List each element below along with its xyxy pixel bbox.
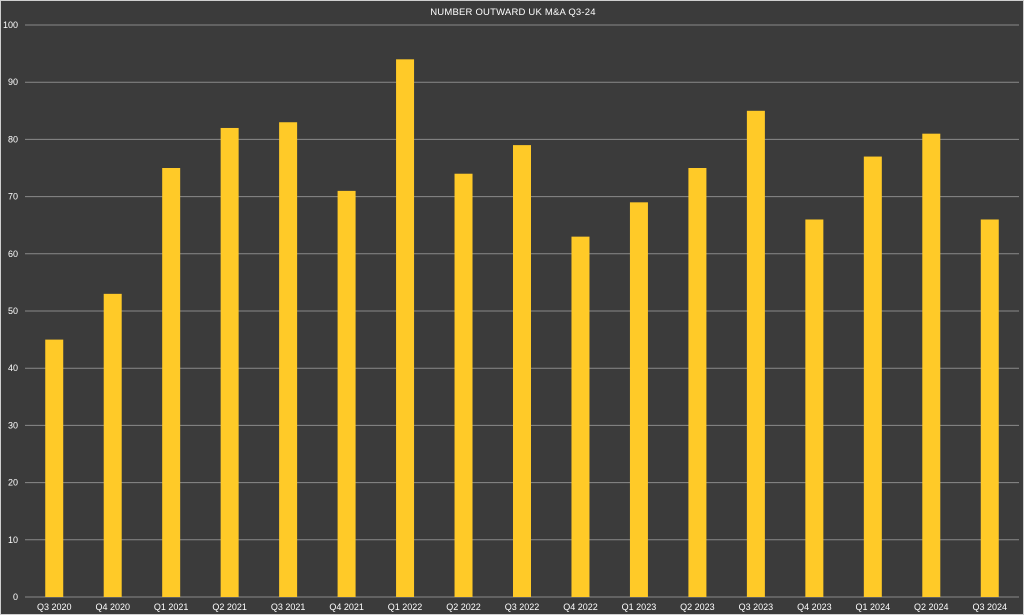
bar-q4-2020 (103, 293, 122, 597)
x-tick-label: Q2 2024 (914, 602, 949, 612)
bar-q3-2022 (513, 145, 531, 597)
x-tick-label: Q1 2023 (622, 602, 657, 612)
bar-q2-2023 (688, 168, 707, 597)
bar-q1-2023 (629, 202, 648, 597)
y-tick-label: 10 (8, 535, 18, 545)
y-tick-label: 100 (3, 20, 18, 30)
y-tick-label: 50 (8, 306, 18, 316)
x-tick-label: Q4 2023 (797, 602, 832, 612)
bars (45, 59, 999, 598)
x-tick-label: Q4 2022 (563, 602, 598, 612)
y-tick-label: 90 (8, 77, 18, 87)
y-tick-label: 20 (8, 478, 18, 488)
x-tick-label: Q2 2022 (446, 602, 481, 612)
x-tick-label: Q3 2023 (739, 602, 774, 612)
x-tick-label: Q4 2021 (329, 602, 364, 612)
x-tick-label: Q2 2023 (680, 602, 715, 612)
x-axis-tick-labels: Q3 2020 Q4 2020 Q1 2021 Q2 2021 Q3 2021 Q4 20… (37, 602, 1007, 612)
x-tick-label: Q3 2024 (972, 602, 1007, 612)
y-tick-label: 70 (8, 192, 18, 202)
x-tick-label: Q1 2024 (856, 602, 891, 612)
bar-q3-2024 (980, 219, 999, 598)
x-tick-label: Q3 2022 (505, 602, 540, 612)
bar-q1-2022 (396, 59, 415, 597)
bar-q3-2021 (279, 122, 298, 598)
bar-q3-2023 (746, 110, 765, 598)
y-tick-label: 40 (8, 363, 18, 373)
bar-q2-2021 (220, 127, 239, 598)
y-tick-label: 60 (8, 249, 18, 259)
bar-q1-2021 (162, 168, 181, 597)
bar-q3-2020 (45, 339, 64, 597)
x-tick-label: Q3 2021 (271, 602, 306, 612)
y-tick-label: 0 (13, 592, 18, 602)
bar-q2-2024 (922, 133, 941, 597)
y-axis-tick-labels: 0 10 20 30 40 50 60 70 80 90 100 (3, 20, 18, 602)
bar-q4-2022 (571, 236, 590, 597)
bar-q2-2022 (454, 173, 473, 597)
x-tick-label: Q3 2020 (37, 602, 72, 612)
y-tick-label: 30 (8, 420, 18, 430)
chart-title: NUMBER OUTWARD UK M&A Q3-24 (430, 7, 596, 18)
x-tick-label: Q4 2020 (95, 602, 130, 612)
bar-q4-2023 (805, 219, 824, 598)
bar-q4-2021 (337, 190, 356, 597)
x-tick-label: Q1 2022 (388, 602, 423, 612)
y-tick-label: 80 (8, 134, 18, 144)
x-tick-label: Q1 2021 (154, 602, 189, 612)
bar-q1-2024 (863, 156, 882, 597)
x-tick-label: Q2 2021 (212, 602, 247, 612)
